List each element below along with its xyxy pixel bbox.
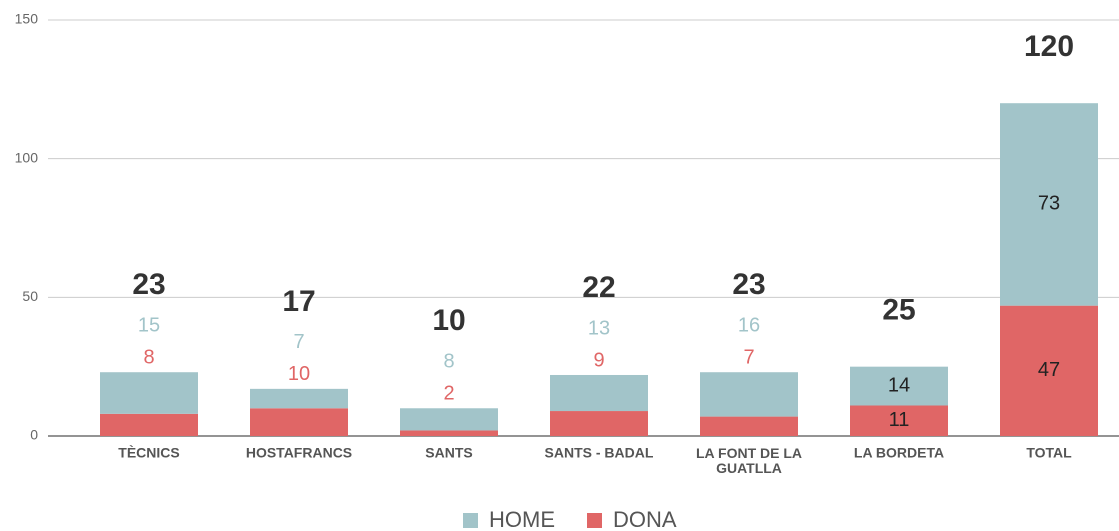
x-tick-label: HOSTAFRANCS: [246, 445, 352, 461]
value-label: 73: [1038, 193, 1060, 215]
value-label: 7: [743, 346, 754, 368]
value-label: 2: [443, 383, 454, 405]
y-tick-label: 150: [15, 11, 39, 27]
total-label: 25: [882, 294, 915, 327]
x-tick-label: SANTS: [425, 445, 472, 461]
value-label: 14: [888, 374, 910, 396]
bar-segment: [850, 405, 948, 436]
value-label: 9: [593, 349, 604, 371]
legend-label: HOME: [489, 507, 555, 531]
bar-segment: [250, 388, 348, 409]
total-label: 17: [282, 285, 315, 318]
total-label: 10: [432, 304, 465, 337]
value-label: 7: [293, 331, 304, 353]
legend-label: DONA: [613, 507, 677, 531]
x-tick-label: LA FONT DE LA GUATLLA: [696, 445, 802, 476]
y-tick-label: 0: [30, 427, 38, 443]
value-label: 11: [889, 409, 910, 431]
y-tick-label: 100: [15, 149, 39, 165]
bar-segment: [550, 374, 648, 412]
bar-segment: [100, 372, 198, 414]
bar-segment: [1000, 103, 1098, 306]
value-label: 10: [288, 363, 310, 385]
total-label: 23: [732, 268, 765, 301]
value-label: 16: [738, 314, 760, 336]
value-label: 8: [443, 351, 454, 373]
legend-swatch: [463, 513, 478, 528]
bar-segment: [700, 416, 798, 436]
x-tick-label: LA BORDETA: [854, 445, 944, 461]
x-tick-label: TOTAL: [1026, 445, 1072, 461]
bar-segment: [100, 413, 198, 436]
bar-segment: [250, 408, 348, 436]
x-tick-label: SANTS - BADAL: [545, 445, 654, 461]
total-label: 23: [132, 268, 165, 301]
bar-segment: [1000, 305, 1098, 436]
value-label: 47: [1038, 359, 1060, 381]
total-label: 22: [582, 271, 615, 304]
bar-segment: [400, 408, 498, 431]
x-tick-label: TÈCNICS: [118, 445, 179, 461]
total-label: 120: [1024, 30, 1074, 63]
value-label: 15: [138, 314, 160, 336]
value-label: 8: [143, 346, 154, 368]
value-label: 13: [588, 317, 610, 339]
bar-segment: [700, 372, 798, 417]
legend-swatch: [587, 513, 602, 528]
y-tick-label: 50: [22, 288, 38, 304]
bar-segment: [550, 411, 648, 436]
bar-segment: [850, 366, 948, 406]
bar-segment: [400, 430, 498, 436]
